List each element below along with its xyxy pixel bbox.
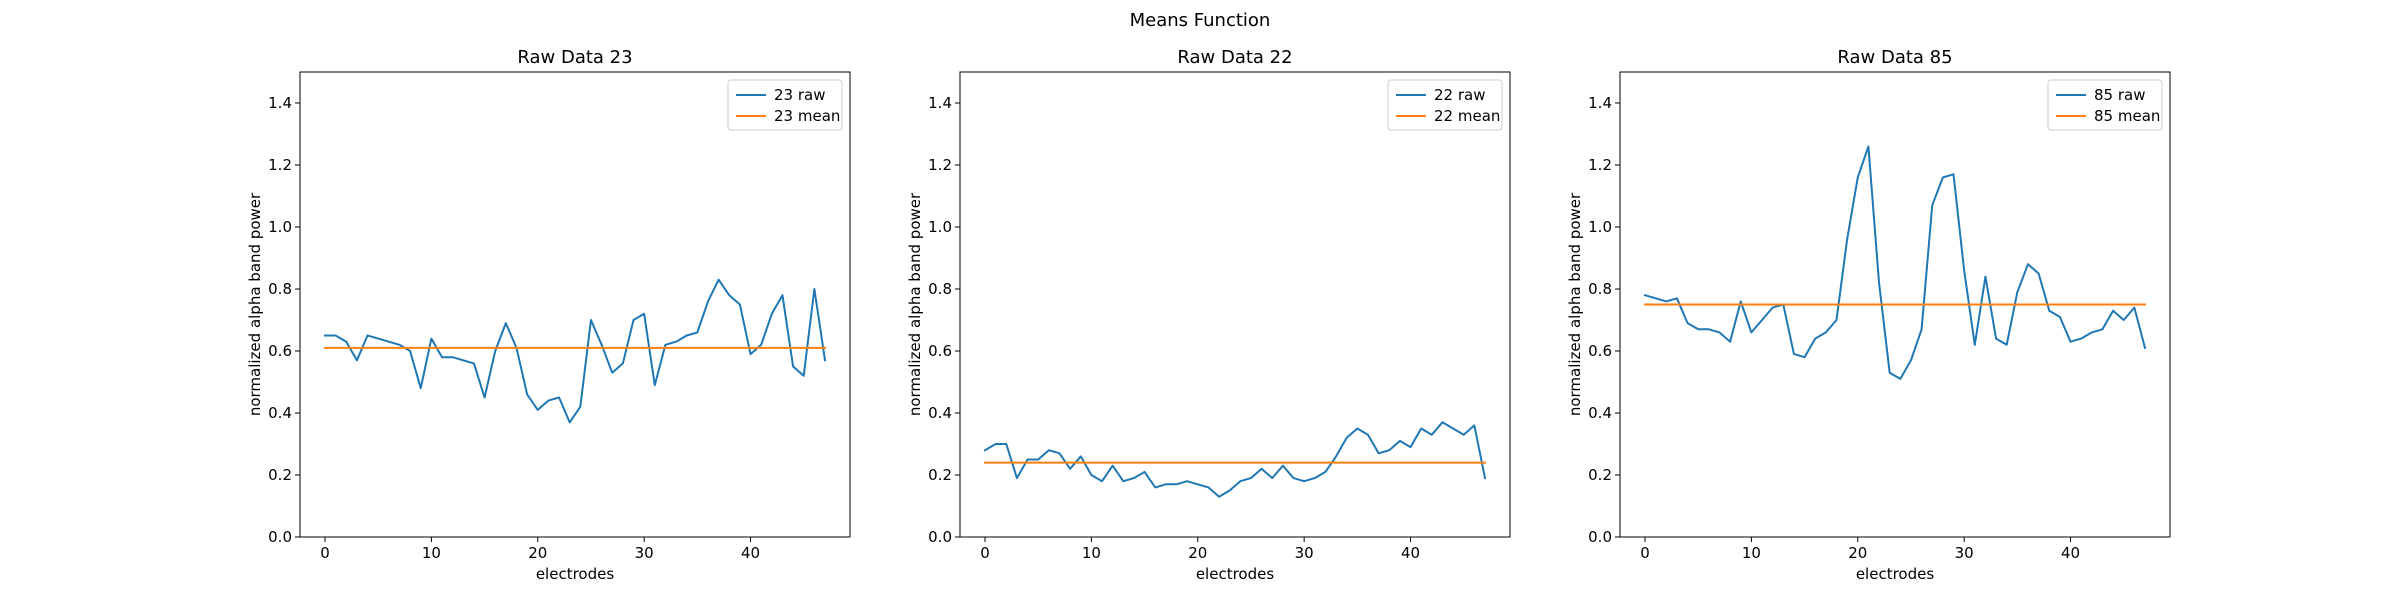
x-axis-label: electrodes [1856,565,1935,583]
series-line-22-raw [983,421,1487,498]
y-tick-label: 0.4 [1588,404,1612,422]
x-tick-label: 40 [2061,544,2080,562]
subplot-2: Raw Data 22 0 10 20 30 40 0.0 0.2 0.4 0.6 0.8 1.0 1.… [906,47,1511,583]
y-tick-label: 0.6 [928,342,952,360]
x-tick-label: 20 [528,544,547,562]
x-axis-label: electrodes [1196,565,1275,583]
y-tick-label: 0.4 [928,404,952,422]
y-tick-label: 1.0 [1588,218,1612,236]
legend-box [1387,79,1503,131]
x-tick-label: 30 [635,544,654,562]
y-tick-label: 0.0 [928,528,952,546]
x-tick-label: 30 [1295,544,1314,562]
x-tick-label: 0 [1640,544,1650,562]
x-tick-label: 0 [980,544,990,562]
y-axis-label: normalized alpha band power [1566,192,1584,416]
x-axis-label: electrodes [536,565,615,583]
y-tick-label: 1.0 [268,218,292,236]
y-tick-label: 1.0 [928,218,952,236]
axes-frame [959,71,1511,538]
y-tick-label: 0.6 [1588,342,1612,360]
x-tick-label: 30 [1955,544,1974,562]
legend-entry: 22 mean [1434,107,1500,125]
y-axis-label: normalized alpha band power [906,192,924,416]
subplot-3: Raw Data 85 0 10 20 30 40 0.0 0.2 0.4 0.6 0.8 1.0 1.… [1566,47,2171,583]
subplots: Raw Data 23 0 10 20 30 40 0.0 0.2 0.4 0.6 0.8 1.0 1.… [246,47,2171,583]
y-tick-label: 1.4 [268,94,292,112]
x-tick-label: 20 [1848,544,1867,562]
y-tick-label: 0.8 [268,280,292,298]
axes-frame [1619,71,2171,538]
y-tick-label: 0.2 [268,466,292,484]
y-tick-label: 1.2 [268,156,292,174]
x-tick-label: 40 [741,544,760,562]
x-tick-label: 0 [320,544,330,562]
axes-frame [299,71,851,538]
legend-entry: 85 mean [2094,107,2160,125]
y-tick-label: 0.0 [268,528,292,546]
x-tick-label: 10 [1082,544,1101,562]
subplot-title: Raw Data 23 [517,47,632,68]
legend-box [727,79,843,131]
legend-box [2047,79,2163,131]
series-line-85-raw [1643,145,2147,380]
subplot-title: Raw Data 22 [1177,47,1292,68]
y-tick-label: 0.2 [928,466,952,484]
legend-entry: 23 raw [774,86,825,104]
y-tick-label: 0.8 [1588,280,1612,298]
legend-entry: 22 raw [1434,86,1485,104]
x-tick-label: 20 [1188,544,1207,562]
subplot-1: Raw Data 23 0 10 20 30 40 0.0 0.2 0.4 0.6 0.8 1.0 1.… [246,47,851,583]
x-tick-label: 10 [1742,544,1761,562]
legend-entry: 23 mean [774,107,840,125]
y-tick-label: 1.4 [928,94,952,112]
legend: 85 raw 85 mean [2047,79,2163,131]
x-tick-label: 40 [1401,544,1420,562]
legend: 23 raw 23 mean [727,79,843,131]
y-tick-label: 1.4 [1588,94,1612,112]
y-tick-label: 0.8 [928,280,952,298]
y-axis-label: normalized alpha band power [246,192,264,416]
legend-entry: 85 raw [2094,86,2145,104]
y-tick-label: 0.0 [1588,528,1612,546]
y-tick-label: 0.6 [268,342,292,360]
legend: 22 raw 22 mean [1387,79,1503,131]
figure-suptitle: Means Function [1130,10,1271,31]
series-line-23-raw [324,278,827,424]
y-tick-label: 0.4 [268,404,292,422]
x-tick-label: 10 [422,544,441,562]
y-tick-label: 0.2 [1588,466,1612,484]
subplot-title: Raw Data 85 [1837,47,1952,68]
y-tick-label: 1.2 [1588,156,1612,174]
y-tick-label: 1.2 [928,156,952,174]
